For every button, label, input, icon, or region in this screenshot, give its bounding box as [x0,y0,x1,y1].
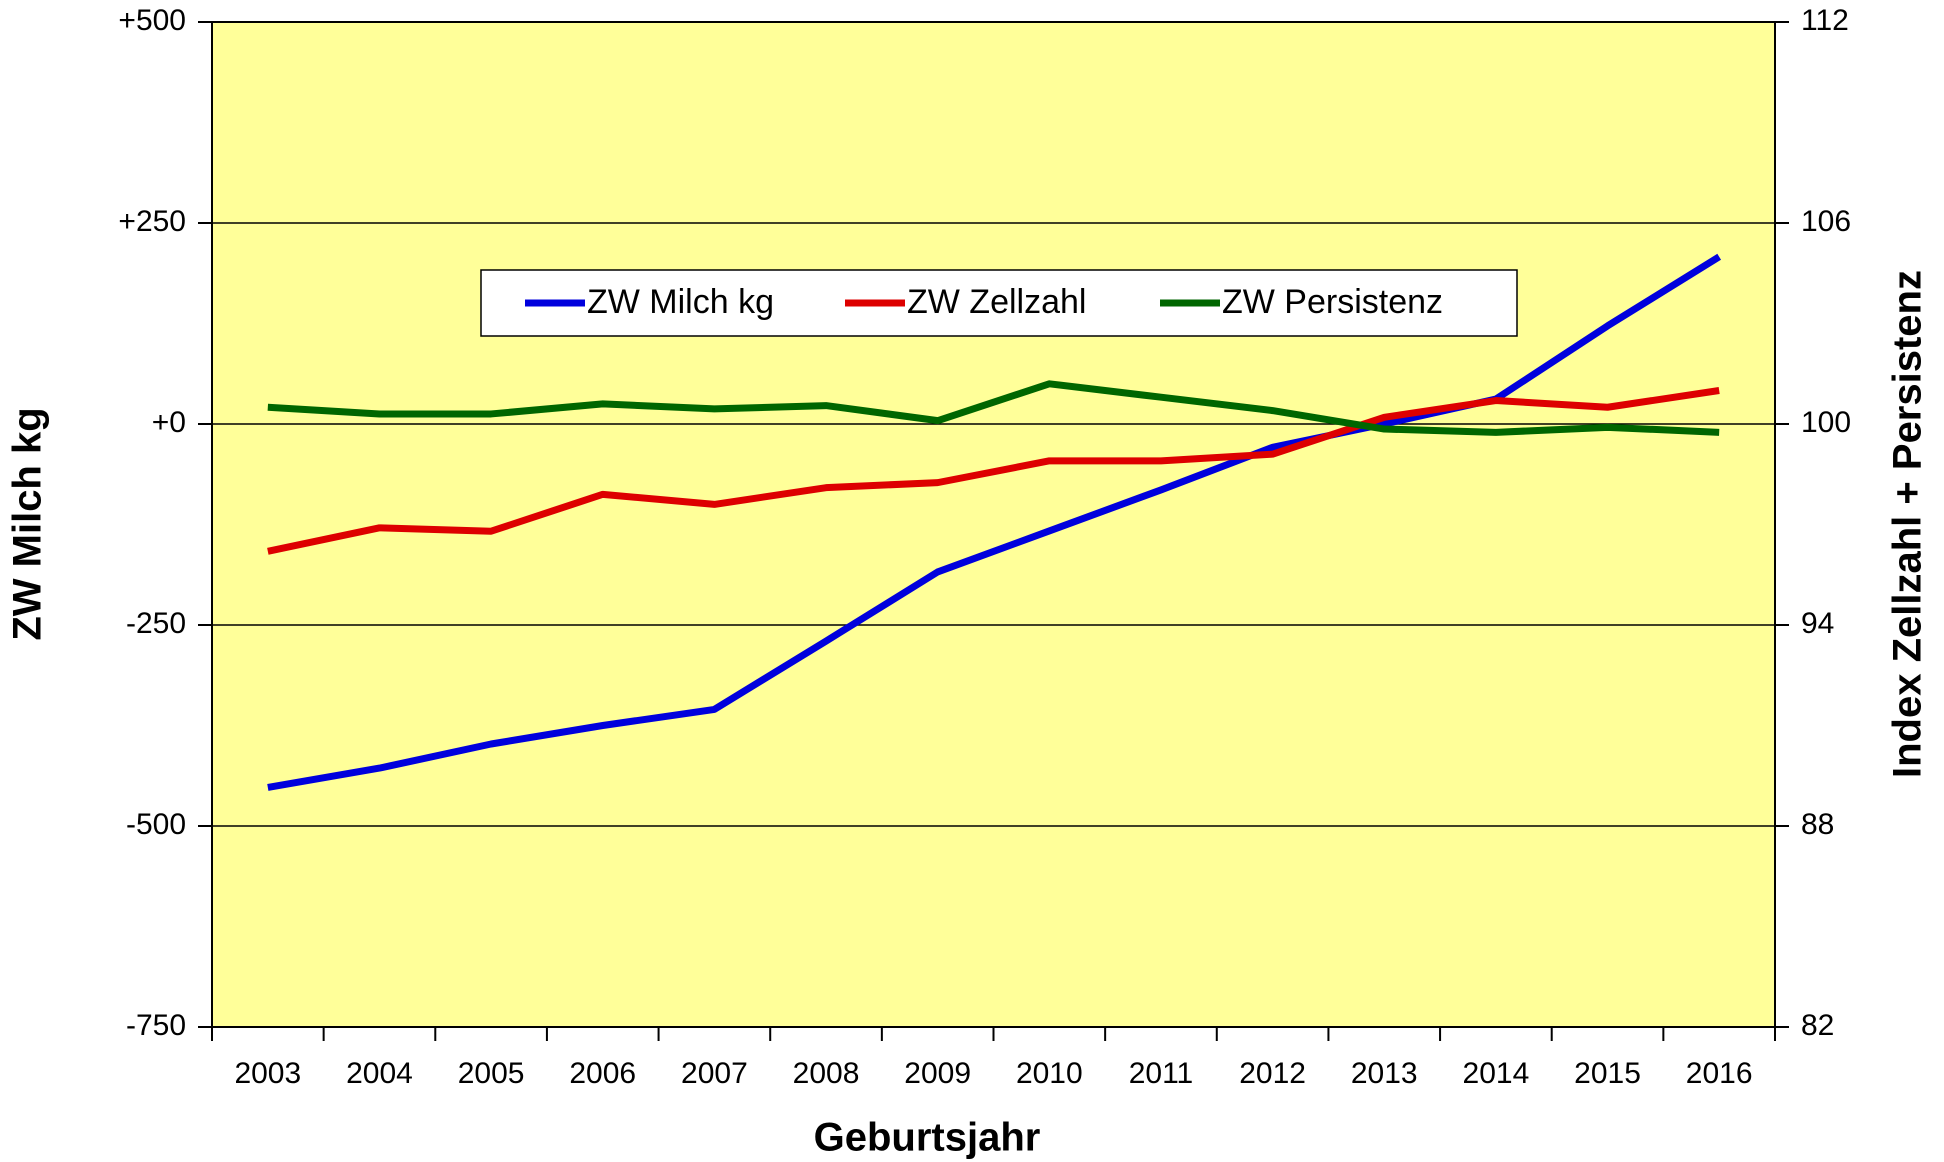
x-tick-label: 2004 [346,1057,413,1090]
y-tick-label: +0 [152,406,186,439]
y2-tick-label: 100 [1801,406,1851,439]
y2-tick-label: 82 [1801,1009,1834,1042]
y-tick-label: -750 [126,1009,186,1042]
x-tick-label: 2003 [234,1057,301,1090]
x-tick-label: 2006 [569,1057,636,1090]
legend-label: ZW Milch kg [587,283,774,321]
y-tick-label: -500 [126,808,186,841]
x-tick-label: 2007 [681,1057,748,1090]
x-tick-label: 2013 [1351,1057,1418,1090]
x-tick-label: 2009 [904,1057,971,1090]
x-tick-label: 2014 [1463,1057,1530,1090]
x-tick-label: 2008 [793,1057,860,1090]
y2-tick-label: 112 [1801,4,1849,37]
y2-tick-label: 88 [1801,808,1834,841]
series-line [267,387,1720,555]
plot-area [211,21,1776,1028]
x-axis-title: Geburtsjahr [814,1116,1041,1160]
y-tick-label: +500 [118,4,186,37]
x-tick-label: 2016 [1686,1057,1753,1090]
legend-label: ZW Persistenz [1222,283,1443,321]
y-tick-label: -250 [126,607,186,640]
legend-label: ZW Zellzahl [907,283,1086,321]
x-tick-label: 2012 [1239,1057,1306,1090]
y-tick-label: +250 [118,205,186,238]
x-tick-label: 2005 [458,1057,525,1090]
x-tick-label: 2011 [1129,1057,1194,1090]
y2-tick-label: 94 [1801,607,1834,640]
x-tick-label: 2010 [1016,1057,1083,1090]
y2-tick-label: 106 [1801,205,1851,238]
legend-box [480,269,1518,337]
y-axis-title: ZW Milch kg [6,407,50,640]
x-tick-label: 2015 [1574,1057,1641,1090]
series-line [267,380,1720,436]
y2-axis-title: Index Zellzahl + Persistenz [1886,270,1930,778]
